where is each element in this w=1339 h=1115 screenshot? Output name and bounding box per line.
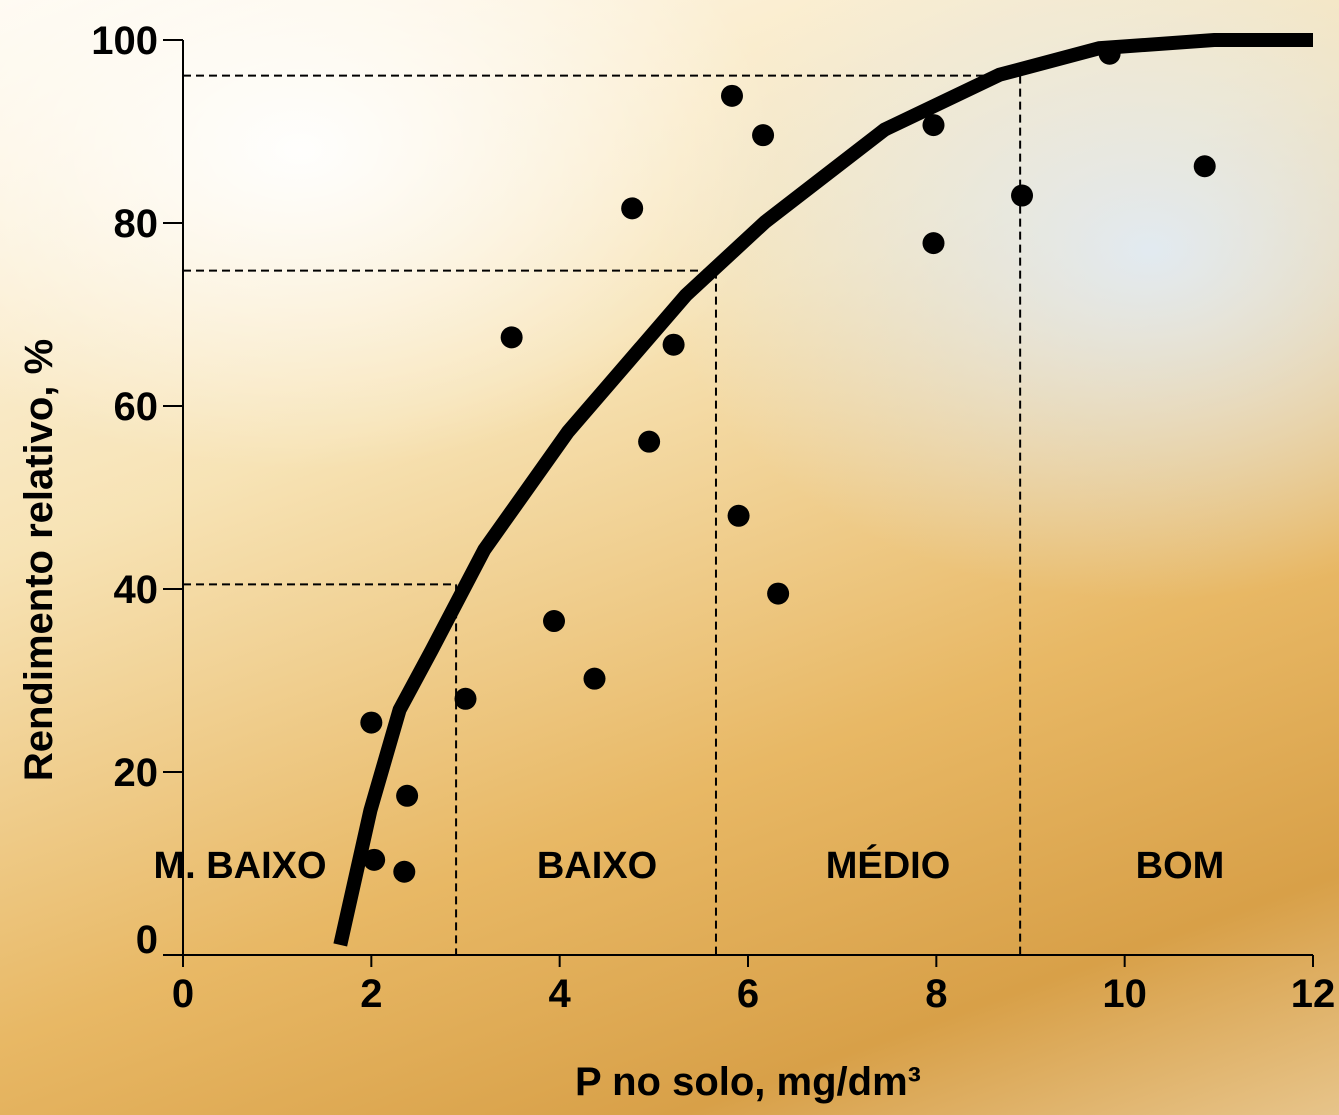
data-point xyxy=(663,334,685,356)
zone-label: M. BAIXO xyxy=(153,845,326,887)
y-tick-label: 20 xyxy=(114,751,159,795)
chart: P no solo, mg/dm³ Rendimento relativo, %… xyxy=(0,0,1339,1115)
page: P no solo, mg/dm³ Rendimento relativo, %… xyxy=(0,0,1339,1115)
data-point xyxy=(1099,43,1121,65)
data-point xyxy=(543,610,565,632)
y-tick-label: 100 xyxy=(91,19,158,63)
data-point xyxy=(584,668,606,690)
y-axis-label: Rendimento relativo, % xyxy=(17,339,61,781)
x-tick-label: 12 xyxy=(1291,972,1336,1016)
data-point xyxy=(721,85,743,107)
y-tick-label: 80 xyxy=(114,202,159,246)
data-point xyxy=(752,124,774,146)
y-tick-label: 0 xyxy=(136,918,158,962)
y-tick-label: 60 xyxy=(114,385,159,429)
data-point xyxy=(728,505,750,527)
data-point xyxy=(455,688,477,710)
y-tick-label: 40 xyxy=(114,568,159,612)
fitted-curve xyxy=(340,40,1313,945)
data-point xyxy=(923,232,945,254)
data-point xyxy=(360,712,382,734)
x-tick-label: 2 xyxy=(360,972,382,1016)
x-tick-label: 6 xyxy=(737,972,759,1016)
x-tick-label: 8 xyxy=(925,972,947,1016)
data-point xyxy=(621,197,643,219)
x-axis-label: P no solo, mg/dm³ xyxy=(575,1060,921,1104)
x-tick-label: 10 xyxy=(1102,972,1147,1016)
data-point xyxy=(1194,155,1216,177)
zone-label: BOM xyxy=(1136,845,1225,887)
data-point xyxy=(1011,185,1033,207)
data-point xyxy=(393,861,415,883)
zone-label: MÉDIO xyxy=(826,843,951,887)
zone-label: BAIXO xyxy=(537,845,657,887)
data-point xyxy=(501,326,523,348)
data-point xyxy=(767,583,789,605)
x-tick-label: 4 xyxy=(549,972,572,1016)
data-point xyxy=(638,431,660,453)
data-point xyxy=(923,114,945,136)
data-point xyxy=(363,849,385,871)
data-point xyxy=(396,785,418,807)
x-tick-label: 0 xyxy=(172,972,194,1016)
